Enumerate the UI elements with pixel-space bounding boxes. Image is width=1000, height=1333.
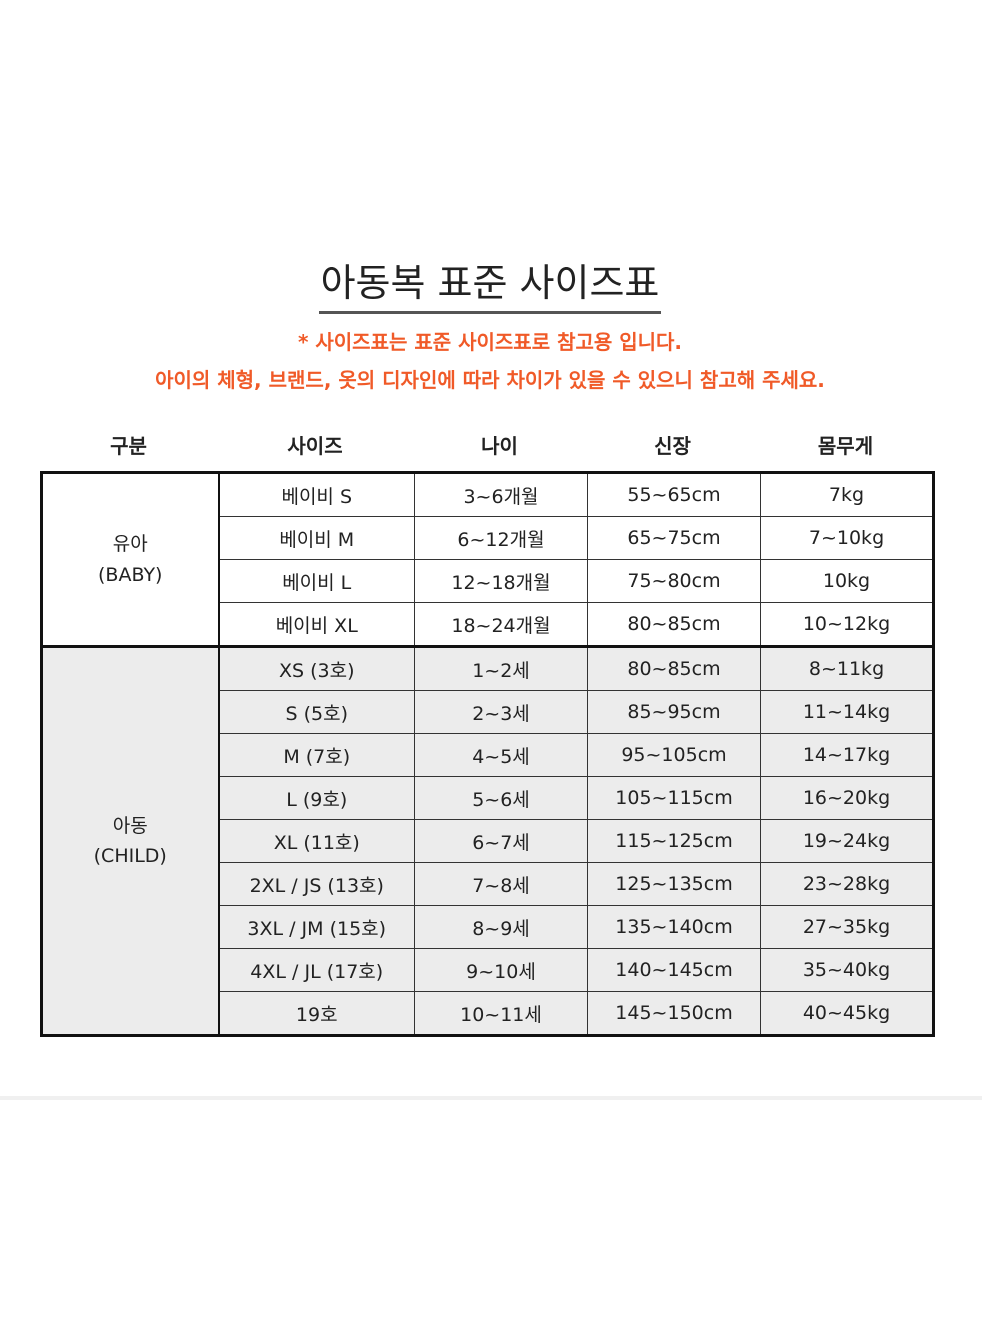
cell-weight: 7~10kg — [760, 516, 934, 560]
cell-weight: 16~20kg — [760, 776, 934, 820]
header-weight: 몸무게 — [817, 434, 874, 458]
cell-age: 3~6개월 — [414, 472, 588, 517]
header-category: 구분 — [110, 434, 147, 458]
cell-height: 80~85cm — [587, 645, 761, 691]
divider — [0, 1096, 982, 1100]
cell-height: 105~115cm — [587, 776, 761, 820]
cell-height: 85~95cm — [587, 690, 761, 734]
cell-height: 140~145cm — [587, 948, 761, 992]
table-row: 베이비 XL 18~24개월 80~85cm 10~12kg — [42, 602, 934, 647]
cell-weight: 27~35kg — [760, 905, 934, 949]
cell-age: 6~7세 — [414, 819, 588, 863]
cell-age: 5~6세 — [414, 776, 588, 820]
note-variation: 아이의 체형, 브랜드, 옷의 디자인에 따라 차이가 있을 수 있으니 참고해… — [155, 368, 825, 392]
cell-weight: 8~11kg — [760, 645, 934, 691]
cell-size: 베이비 M — [218, 516, 415, 560]
header-size: 사이즈 — [287, 434, 343, 458]
cell-weight: 10~12kg — [760, 602, 934, 647]
cell-age: 8~9세 — [414, 905, 588, 949]
cell-size: L (9호) — [218, 776, 415, 820]
page-title: 아동복 표준 사이즈표 — [0, 252, 980, 314]
cell-size: M (7호) — [218, 733, 415, 777]
cell-weight: 35~40kg — [760, 948, 934, 992]
cell-age: 1~2세 — [414, 645, 588, 691]
cell-weight: 19~24kg — [760, 819, 934, 863]
cell-height: 135~140cm — [587, 905, 761, 949]
cell-age: 10~11세 — [414, 991, 588, 1036]
header-age: 나이 — [481, 434, 518, 458]
table-row: XL (11호) 6~7세 115~125cm 19~24kg — [42, 819, 934, 863]
cell-size: 베이비 XL — [218, 602, 415, 647]
cell-height: 95~105cm — [587, 733, 761, 777]
table-row: 3XL / JM (15호) 8~9세 135~140cm 27~35kg — [42, 905, 934, 949]
table-row: M (7호) 4~5세 95~105cm 14~17kg — [42, 733, 934, 777]
cell-age: 7~8세 — [414, 862, 588, 906]
cell-weight: 23~28kg — [760, 862, 934, 906]
table-row: 베이비 M 6~12개월 65~75cm 7~10kg — [42, 516, 934, 560]
cell-height: 80~85cm — [587, 602, 761, 647]
cell-height: 75~80cm — [587, 559, 761, 603]
table-row: S (5호) 2~3세 85~95cm 11~14kg — [42, 690, 934, 734]
cell-size: 베이비 L — [218, 559, 415, 603]
cell-age: 9~10세 — [414, 948, 588, 992]
group-sub: (BABY) — [98, 563, 163, 586]
table-header: 구분 사이즈 나이 신장 몸무게 — [40, 430, 932, 459]
cell-weight: 10kg — [760, 559, 934, 603]
cell-weight: 40~45kg — [760, 991, 934, 1036]
cell-height: 145~150cm — [587, 991, 761, 1036]
table-row: 4XL / JL (17호) 9~10세 140~145cm 35~40kg — [42, 948, 934, 992]
table-row: 유아 (BABY) 베이비 S 3~6개월 55~65cm 7kg — [40, 471, 934, 648]
cell-age: 4~5세 — [414, 733, 588, 777]
size-table: 유아 (BABY) 베이비 S 3~6개월 55~65cm 7kg 베이비 M 6~12개월 6… — [40, 471, 935, 1037]
cell-weight: 11~14kg — [760, 690, 934, 734]
cell-age: 12~18개월 — [414, 559, 588, 603]
group-cell: 아동 (CHILD) — [40, 645, 220, 1037]
cell-height: 55~65cm — [587, 472, 761, 517]
cell-age: 6~12개월 — [414, 516, 588, 560]
table-row: L (9호) 5~6세 105~115cm 16~20kg — [42, 776, 934, 820]
cell-size: 2XL / JS (13호) — [218, 862, 415, 906]
table-row: 베이비 L 12~18개월 75~80cm 10kg — [42, 559, 934, 603]
note-reference: * 사이즈표는 표준 사이즈표로 참고용 입니다. — [297, 330, 683, 354]
cell-size: 베이비 S — [218, 472, 415, 517]
cell-size: XL (11호) — [218, 819, 415, 863]
cell-size: S (5호) — [218, 690, 415, 734]
group-name: 유아 — [112, 533, 148, 556]
cell-height: 115~125cm — [587, 819, 761, 863]
cell-weight: 7kg — [760, 472, 934, 517]
group-sub: (CHILD) — [93, 845, 167, 867]
cell-height: 125~135cm — [587, 862, 761, 906]
cell-weight: 14~17kg — [760, 733, 934, 777]
cell-height: 65~75cm — [587, 516, 761, 560]
cell-size: 3XL / JM (15호) — [218, 905, 415, 949]
cell-size: 4XL / JL (17호) — [218, 948, 415, 992]
cell-age: 18~24개월 — [414, 602, 588, 647]
cell-size: 19호 — [218, 991, 415, 1036]
group-name: 아동 — [112, 814, 148, 837]
table-row: 2XL / JS (13호) 7~8세 125~135cm 23~28kg — [42, 862, 934, 906]
table-row: 19호 10~11세 145~150cm 40~45kg — [42, 991, 934, 1036]
cell-size: XS (3호) — [218, 645, 415, 691]
group-cell: 유아 (BABY) — [40, 471, 220, 648]
cell-age: 2~3세 — [414, 690, 588, 734]
header-height: 신장 — [654, 434, 691, 458]
table-row: 아동 (CHILD) XS (3호) 1~2세 80~85cm 8~11kg — [40, 645, 934, 1037]
